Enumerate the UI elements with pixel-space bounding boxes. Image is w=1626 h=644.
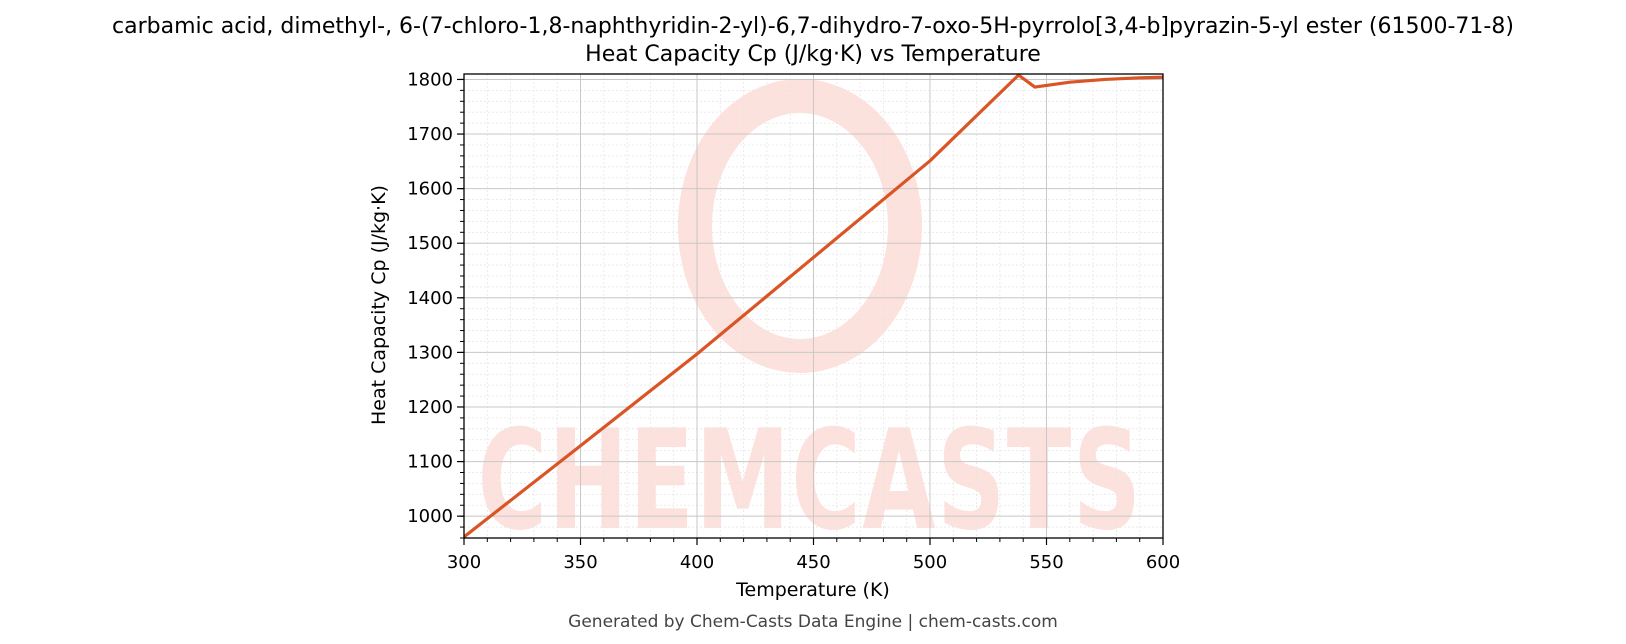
watermark-text: CHEMCASTS	[478, 400, 1143, 561]
x-tick-label: 300	[447, 552, 481, 573]
series-line-heat-capacity	[464, 74, 1163, 538]
footer-credit: Generated by Chem-Casts Data Engine | ch…	[568, 612, 1058, 632]
x-tick-label: 600	[1146, 552, 1180, 573]
axis-ticks: 300 350 400 450 500 550 600 1000 1100 1200 1300 140…	[407, 69, 1180, 573]
x-tick-label: 400	[680, 552, 714, 573]
x-axis-label: Temperature (K)	[735, 579, 890, 601]
y-tick-label: 1600	[407, 179, 453, 200]
x-tick-label: 450	[796, 552, 830, 573]
y-tick-label: 1400	[407, 288, 453, 309]
x-tick-label: 500	[913, 552, 947, 573]
x-tick-label: 350	[563, 552, 597, 573]
y-tick-label: 1500	[407, 233, 453, 254]
y-tick-label: 1000	[407, 506, 453, 527]
y-axis-label: Heat Capacity Cp (J/kg·K)	[368, 185, 390, 425]
y-tick-label: 1700	[407, 124, 453, 145]
watermark-logo: CHEMCASTS	[478, 79, 1143, 561]
chart-title: carbamic acid, dimethyl-, 6-(7-chloro-1,…	[112, 14, 1514, 39]
x-tick-label: 550	[1029, 552, 1063, 573]
y-tick-label: 1800	[407, 69, 453, 90]
y-tick-label: 1200	[407, 397, 453, 418]
chart-subtitle: Heat Capacity Cp (J/kg·K) vs Temperature	[585, 42, 1041, 67]
y-tick-label: 1100	[407, 452, 453, 473]
watermark-ring	[678, 79, 922, 373]
y-tick-label: 1300	[407, 342, 453, 363]
series-layer	[464, 74, 1163, 538]
